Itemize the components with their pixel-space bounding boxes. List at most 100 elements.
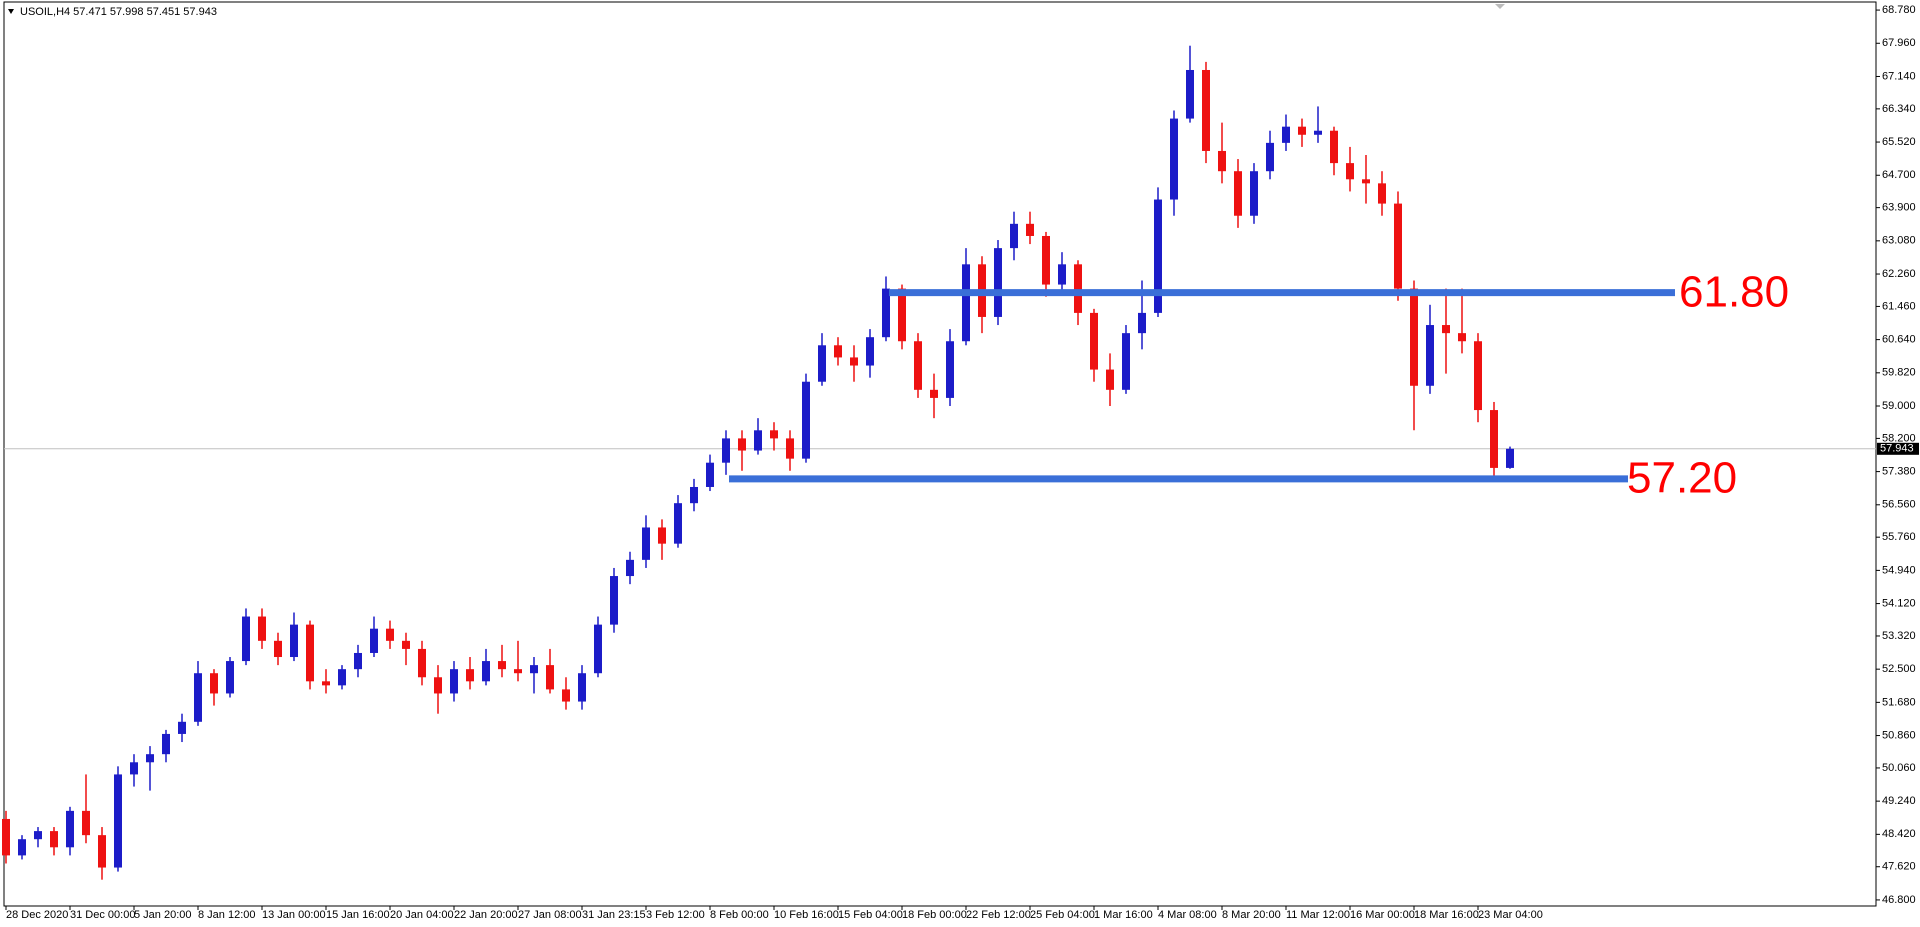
- candle-body: [994, 248, 1002, 317]
- candle-body: [946, 341, 954, 398]
- candle-body: [306, 624, 314, 682]
- candle-body: [786, 438, 794, 459]
- candle-body: [178, 721, 186, 734]
- candle-body: [514, 669, 522, 674]
- candle-body: [802, 381, 810, 459]
- y-tick-label: 59.000: [1882, 400, 1916, 412]
- x-tick-label: 31 Dec 00:00: [70, 909, 135, 921]
- y-tick-label: 68.780: [1882, 4, 1916, 16]
- candle-body: [882, 288, 890, 338]
- y-tick-label: 51.680: [1882, 696, 1916, 708]
- candle-body: [146, 754, 154, 763]
- candle-body: [66, 810, 74, 848]
- candle-body: [674, 503, 682, 544]
- candle-body: [1330, 130, 1338, 164]
- y-tick-label: 67.960: [1882, 37, 1916, 49]
- candle-body: [754, 430, 762, 451]
- candle-body: [1122, 333, 1130, 390]
- candle-body: [706, 462, 714, 487]
- candle-body: [1186, 69, 1194, 119]
- candle-body: [1314, 130, 1322, 135]
- y-tick-label: 50.860: [1882, 729, 1916, 741]
- x-tick-label: 27 Jan 08:00: [518, 909, 582, 921]
- candle-body: [2, 818, 10, 856]
- candle-body: [1282, 126, 1290, 143]
- candle-body: [1442, 325, 1450, 334]
- candle-body: [850, 357, 858, 366]
- y-tick-label: 53.320: [1882, 630, 1916, 642]
- candle-body: [1378, 183, 1386, 204]
- y-tick-label: 52.500: [1882, 663, 1916, 675]
- y-tick-label: 54.940: [1882, 564, 1916, 576]
- candle-body: [658, 527, 666, 544]
- candle-body: [114, 774, 122, 868]
- candle-body: [898, 288, 906, 342]
- x-tick-label: 22 Jan 20:00: [454, 909, 518, 921]
- candle-body: [1506, 448, 1514, 468]
- candle-body: [1394, 203, 1402, 289]
- candle-body: [578, 673, 586, 702]
- x-tick-label: 8 Mar 20:00: [1222, 909, 1281, 921]
- y-tick-label: 54.120: [1882, 597, 1916, 609]
- x-tick-label: 3 Feb 12:00: [646, 909, 705, 921]
- scroll-marker[interactable]: [1495, 4, 1505, 9]
- candle-body: [130, 762, 138, 775]
- candle-body: [610, 576, 618, 625]
- x-tick-label: 15 Feb 04:00: [838, 909, 903, 921]
- candle-body: [1362, 179, 1370, 184]
- y-tick-label: 64.700: [1882, 169, 1916, 181]
- level-label: 57.20: [1627, 454, 1737, 503]
- candle-body: [402, 640, 410, 649]
- candle-body: [82, 810, 90, 836]
- candle-body: [194, 673, 202, 722]
- candle-body: [722, 438, 730, 463]
- candle-body: [290, 624, 298, 658]
- candle-body: [1490, 410, 1498, 468]
- y-tick-label: 50.060: [1882, 762, 1916, 774]
- y-tick-label: 57.380: [1882, 466, 1916, 478]
- candle-body: [642, 527, 650, 560]
- x-tick-label: 8 Jan 12:00: [198, 909, 256, 921]
- candle-body: [1234, 171, 1242, 216]
- candle-body: [1266, 142, 1274, 172]
- candle-body: [866, 337, 874, 366]
- y-tick-label: 66.340: [1882, 103, 1916, 115]
- y-tick-label: 67.140: [1882, 70, 1916, 82]
- current-price-box: [1877, 442, 1919, 455]
- candle-body: [258, 616, 266, 641]
- y-tick-label: 65.520: [1882, 136, 1916, 148]
- x-tick-label: 5 Jan 20:00: [134, 909, 192, 921]
- x-tick-label: 22 Feb 12:00: [966, 909, 1031, 921]
- candle-body: [738, 438, 746, 451]
- y-tick-label: 62.260: [1882, 268, 1916, 280]
- candle-body: [1426, 325, 1434, 386]
- candle-body: [466, 669, 474, 682]
- y-tick-label: 58.200: [1882, 432, 1916, 444]
- candle-body: [834, 345, 842, 358]
- x-tick-label: 11 Mar 12:00: [1286, 909, 1350, 921]
- candle-body: [1458, 333, 1466, 342]
- y-tick-label: 46.800: [1882, 894, 1916, 906]
- candle-body: [1154, 199, 1162, 313]
- candle-body: [1202, 69, 1210, 151]
- candle-body: [1138, 312, 1146, 334]
- candle-body: [498, 661, 506, 670]
- candle-body: [450, 669, 458, 694]
- candle-body: [274, 640, 282, 658]
- y-tick-label: 56.560: [1882, 499, 1916, 511]
- menu-arrow[interactable]: [8, 9, 14, 14]
- x-tick-label: 18 Feb 00:00: [902, 909, 967, 921]
- candle-body: [1042, 235, 1050, 285]
- x-tick-label: 15 Jan 16:00: [326, 909, 390, 921]
- x-tick-label: 23 Mar 04:00: [1478, 909, 1543, 921]
- candle-body: [1106, 369, 1114, 390]
- candle-body: [242, 616, 250, 662]
- candle-body: [34, 831, 42, 840]
- chart-title: USOIL,H4 57.471 57.998 57.451 57.943: [20, 6, 217, 18]
- y-tick-label: 47.620: [1882, 861, 1916, 873]
- candle-body: [530, 665, 538, 674]
- candle-body: [1090, 312, 1098, 370]
- candle-body: [386, 628, 394, 641]
- candle-body: [930, 389, 938, 398]
